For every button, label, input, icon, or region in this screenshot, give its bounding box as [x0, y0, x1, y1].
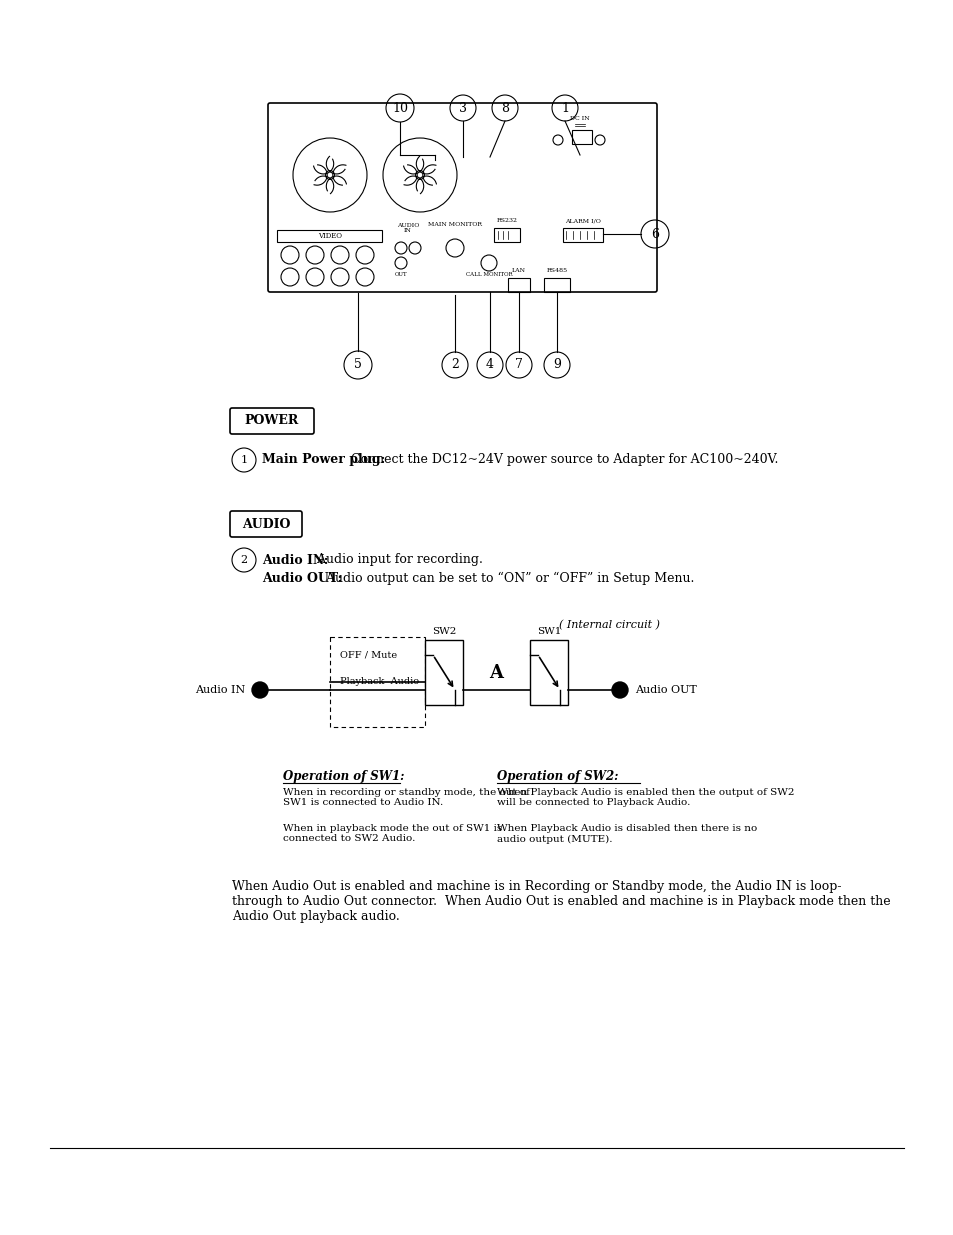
Text: 6: 6	[650, 227, 659, 241]
Text: RS485: RS485	[546, 268, 567, 273]
Text: Audio input for recording.: Audio input for recording.	[309, 553, 482, 567]
Text: LAN: LAN	[512, 268, 525, 273]
Circle shape	[252, 682, 268, 698]
Text: 1: 1	[240, 454, 247, 466]
Text: When Playback Audio is enabled then the output of SW2
will be connected to Playb: When Playback Audio is enabled then the …	[497, 788, 794, 808]
Text: Playback  Audio: Playback Audio	[339, 678, 418, 687]
Text: 4: 4	[485, 358, 494, 372]
Text: POWER: POWER	[245, 415, 299, 427]
Text: Audio OUT:: Audio OUT:	[262, 572, 342, 584]
Text: When in recording or standby mode, the out of
SW1 is connected to Audio IN.: When in recording or standby mode, the o…	[283, 788, 529, 808]
Text: Audio IN:: Audio IN:	[262, 553, 328, 567]
Text: When Audio Out is enabled and machine is in Recording or Standby mode, the Audio: When Audio Out is enabled and machine is…	[232, 881, 890, 923]
Bar	[530, 640, 567, 705]
Text: ( Internal circuit ): ( Internal circuit )	[558, 620, 659, 630]
Text: 2: 2	[240, 555, 247, 564]
Text: RS232: RS232	[496, 219, 517, 224]
Text: AUDIO
IN: AUDIO IN	[396, 222, 418, 233]
Text: MAIN MONITOR: MAIN MONITOR	[428, 222, 481, 227]
Text: Main Power plug:: Main Power plug:	[262, 453, 385, 467]
Text: 7: 7	[515, 358, 522, 372]
Text: SW1: SW1	[537, 627, 560, 636]
Bar	[424, 640, 462, 705]
Text: Connect the DC12~24V power source to Adapter for AC100~240V.: Connect the DC12~24V power source to Ada…	[347, 453, 778, 467]
Text: DC IN: DC IN	[570, 116, 589, 121]
Text: Audio output can be set to “ON” or “OFF” in Setup Menu.: Audio output can be set to “ON” or “OFF”…	[317, 572, 694, 584]
Text: Operation of SW2:: Operation of SW2:	[497, 769, 618, 783]
Text: 2: 2	[451, 358, 458, 372]
Text: 10: 10	[392, 101, 408, 115]
Text: SW2: SW2	[432, 627, 456, 636]
Text: AUDIO: AUDIO	[241, 517, 290, 531]
Circle shape	[612, 682, 627, 698]
Text: When in playback mode the out of SW1 is
connected to SW2 Audio.: When in playback mode the out of SW1 is …	[283, 824, 501, 844]
Text: 3: 3	[458, 101, 467, 115]
Text: OUT: OUT	[395, 273, 407, 278]
Text: CALL MONITOR: CALL MONITOR	[465, 273, 512, 278]
Text: 8: 8	[500, 101, 509, 115]
Text: OFF / Mute: OFF / Mute	[339, 651, 396, 659]
Text: A: A	[489, 663, 503, 682]
Text: Audio OUT: Audio OUT	[635, 685, 696, 695]
Text: 1: 1	[560, 101, 568, 115]
Bar	[330, 637, 424, 727]
Text: Operation of SW1:: Operation of SW1:	[283, 769, 404, 783]
Text: Audio IN: Audio IN	[194, 685, 245, 695]
Text: 9: 9	[553, 358, 560, 372]
Text: 5: 5	[354, 358, 361, 372]
Text: VIDEO: VIDEO	[317, 232, 341, 240]
Text: ALARM I/O: ALARM I/O	[564, 219, 600, 224]
Text: When Playback Audio is disabled then there is no
audio output (MUTE).: When Playback Audio is disabled then the…	[497, 824, 757, 844]
